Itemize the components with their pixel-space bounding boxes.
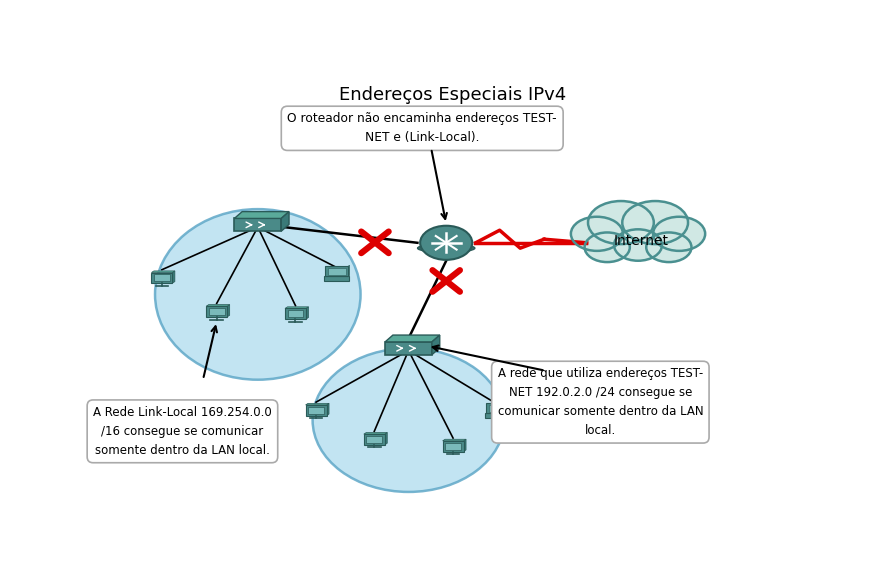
FancyBboxPatch shape <box>206 306 227 317</box>
FancyBboxPatch shape <box>443 441 463 451</box>
FancyBboxPatch shape <box>364 434 385 445</box>
Circle shape <box>653 217 705 251</box>
Ellipse shape <box>417 244 475 252</box>
FancyBboxPatch shape <box>285 308 306 319</box>
Polygon shape <box>227 304 230 317</box>
FancyBboxPatch shape <box>385 342 432 354</box>
Polygon shape <box>306 403 329 405</box>
Circle shape <box>571 217 623 251</box>
Text: Endereços Especiais IPv4: Endereços Especiais IPv4 <box>339 86 567 104</box>
FancyBboxPatch shape <box>489 405 507 412</box>
FancyBboxPatch shape <box>366 436 382 443</box>
Circle shape <box>420 226 472 260</box>
Polygon shape <box>385 433 387 445</box>
Ellipse shape <box>155 209 361 380</box>
Polygon shape <box>364 433 387 434</box>
FancyBboxPatch shape <box>154 275 170 281</box>
Polygon shape <box>509 402 511 413</box>
Polygon shape <box>151 271 175 272</box>
Circle shape <box>614 229 662 261</box>
Polygon shape <box>285 307 309 308</box>
Circle shape <box>622 201 688 244</box>
Polygon shape <box>463 439 466 451</box>
Polygon shape <box>281 212 289 231</box>
FancyBboxPatch shape <box>234 219 281 231</box>
FancyBboxPatch shape <box>306 405 326 416</box>
FancyBboxPatch shape <box>446 442 461 449</box>
Text: A Rede Link-Local 169.254.0.0
/16 consegue se comunicar
somente dentro da LAN lo: A Rede Link-Local 169.254.0.0 /16 conseg… <box>93 406 271 457</box>
Circle shape <box>584 233 629 262</box>
FancyBboxPatch shape <box>309 407 324 414</box>
FancyBboxPatch shape <box>287 310 303 317</box>
Polygon shape <box>385 335 439 342</box>
Circle shape <box>588 201 654 244</box>
FancyBboxPatch shape <box>328 268 346 275</box>
FancyBboxPatch shape <box>486 403 509 413</box>
Polygon shape <box>432 335 439 354</box>
FancyBboxPatch shape <box>209 308 225 315</box>
Polygon shape <box>347 265 350 276</box>
Circle shape <box>646 233 691 262</box>
FancyBboxPatch shape <box>485 413 510 418</box>
FancyBboxPatch shape <box>151 272 172 283</box>
Polygon shape <box>234 212 289 219</box>
Polygon shape <box>172 271 175 283</box>
Text: A rede que utiliza endereços TEST-
NET 192.0.2.0 /24 consegue se
comunicar somen: A rede que utiliza endereços TEST- NET 1… <box>498 367 703 437</box>
Polygon shape <box>306 307 309 319</box>
FancyBboxPatch shape <box>324 276 349 281</box>
Polygon shape <box>206 304 230 306</box>
Ellipse shape <box>313 348 505 492</box>
Polygon shape <box>326 403 329 416</box>
Text: Internet: Internet <box>614 234 669 248</box>
FancyBboxPatch shape <box>325 266 347 276</box>
Polygon shape <box>443 439 466 441</box>
Text: O roteador não encaminha endereços TEST-
NET e (Link-Local).: O roteador não encaminha endereços TEST-… <box>287 113 557 145</box>
